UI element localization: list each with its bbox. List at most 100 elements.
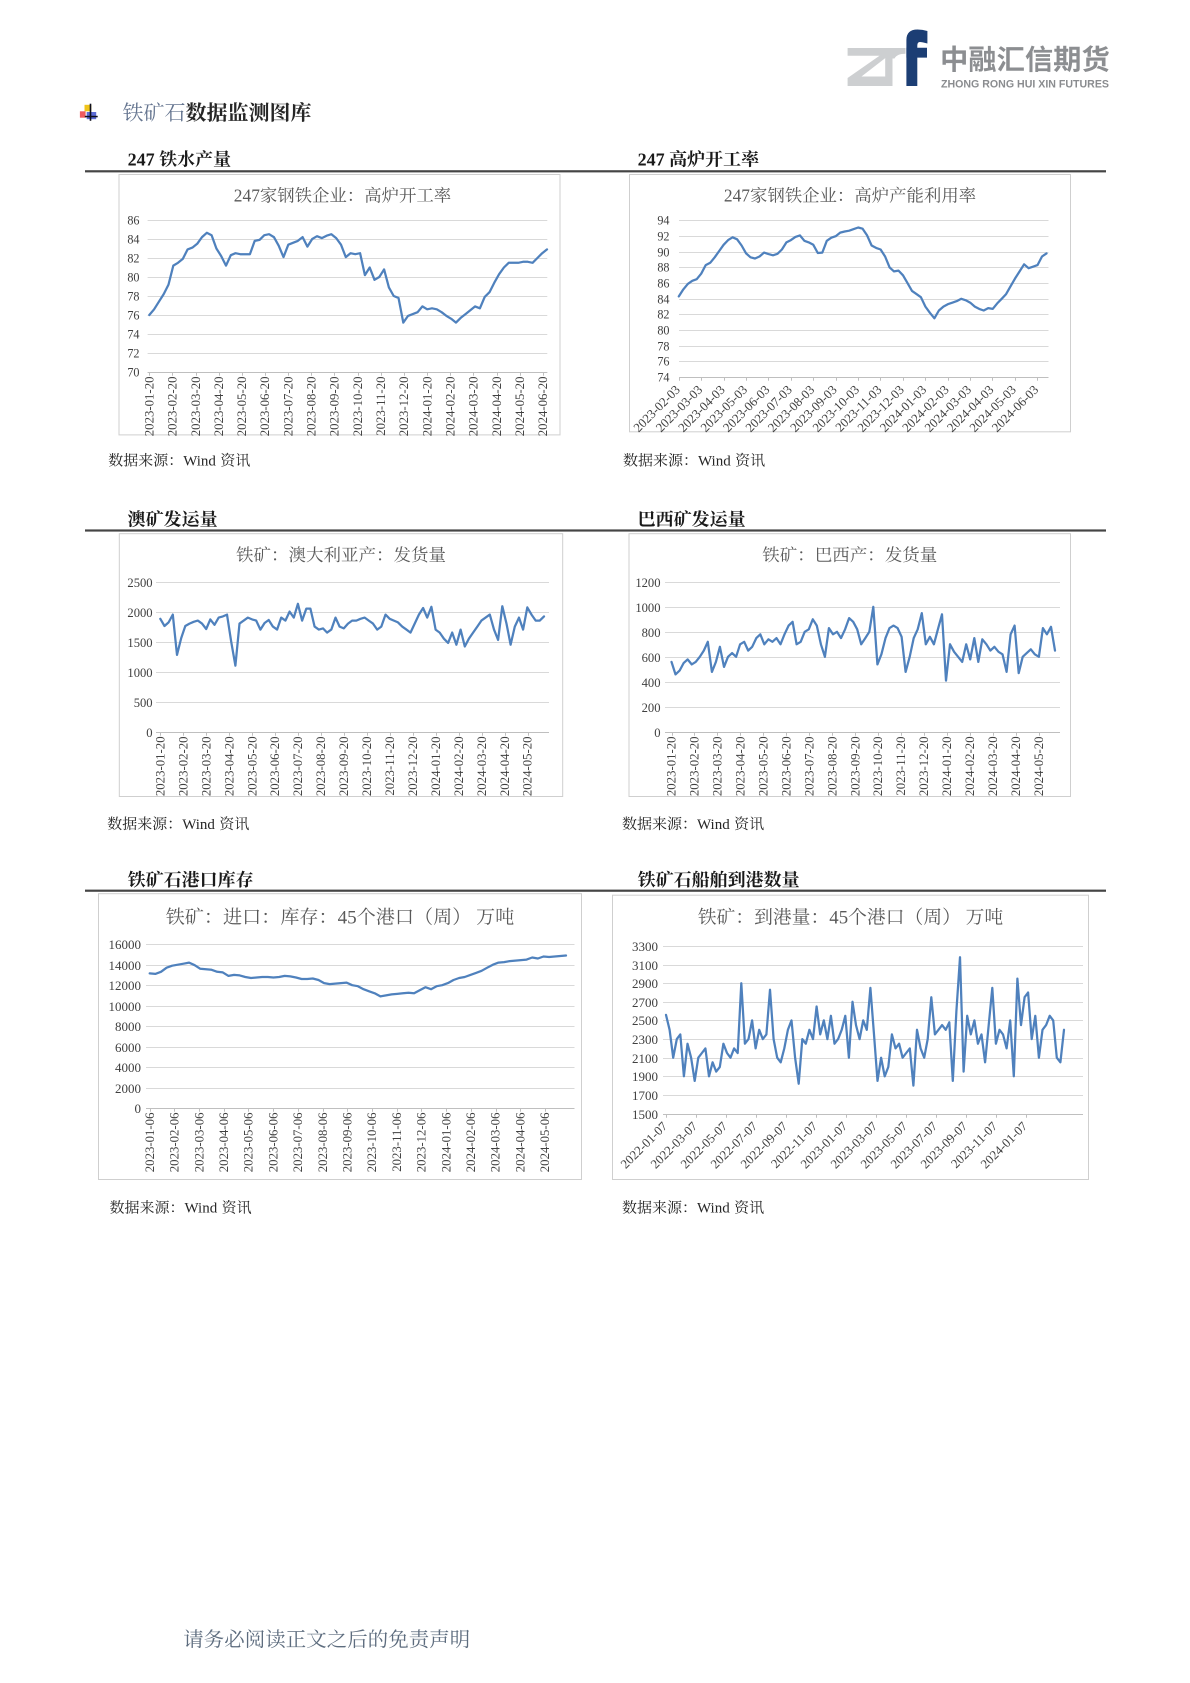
- svg-text:0: 0: [654, 726, 660, 740]
- svg-text:2023-02-20: 2023-02-20: [688, 736, 702, 796]
- svg-text:0: 0: [146, 726, 152, 740]
- svg-text:247: 247: [128, 150, 155, 170]
- svg-text:2024-03-20: 2024-03-20: [986, 736, 1000, 796]
- svg-text:200: 200: [642, 701, 661, 715]
- svg-text:84: 84: [657, 293, 669, 307]
- svg-text:2023-10-06: 2023-10-06: [365, 1112, 379, 1172]
- svg-text:2024-03-20: 2024-03-20: [467, 376, 481, 436]
- svg-text:2023-01-20: 2023-01-20: [143, 377, 157, 437]
- svg-text:2023-04-20: 2023-04-20: [212, 377, 226, 437]
- svg-text:70: 70: [127, 366, 139, 380]
- svg-text:92: 92: [657, 230, 669, 244]
- svg-text:2023-02-20: 2023-02-20: [166, 377, 180, 437]
- svg-text:3300: 3300: [632, 939, 658, 954]
- svg-text:2023-10-20: 2023-10-20: [351, 377, 365, 437]
- svg-text:2023-10-20: 2023-10-20: [360, 736, 374, 796]
- svg-text:2024-05-20: 2024-05-20: [513, 377, 527, 437]
- svg-text:2024-04-20: 2024-04-20: [498, 736, 512, 796]
- svg-text:1700: 1700: [632, 1088, 658, 1103]
- svg-text:2023-01-20: 2023-01-20: [154, 736, 168, 796]
- svg-text:84: 84: [127, 233, 139, 247]
- svg-text:2023-01-06: 2023-01-06: [143, 1112, 157, 1172]
- svg-text:2024-04-20: 2024-04-20: [1009, 736, 1023, 796]
- svg-text:78: 78: [127, 290, 139, 304]
- svg-text:2023-03-20: 2023-03-20: [199, 736, 213, 796]
- svg-text:2023-05-06: 2023-05-06: [242, 1112, 256, 1172]
- svg-text:2023-12-20: 2023-12-20: [917, 736, 931, 796]
- svg-text:74: 74: [657, 371, 669, 385]
- svg-text:2023-02-20: 2023-02-20: [176, 736, 190, 796]
- svg-text:2023-09-20: 2023-09-20: [328, 377, 342, 437]
- svg-text:2023-05-20: 2023-05-20: [245, 736, 259, 796]
- svg-text:2023-07-20: 2023-07-20: [802, 736, 816, 796]
- svg-text:2024-02-06: 2024-02-06: [464, 1112, 478, 1172]
- svg-text:2024-04-20: 2024-04-20: [490, 377, 504, 437]
- svg-text:2500: 2500: [632, 1013, 658, 1028]
- svg-text:247: 247: [638, 150, 665, 170]
- svg-text:2023-07-20: 2023-07-20: [281, 377, 295, 437]
- svg-text:88: 88: [657, 261, 669, 275]
- svg-text:2023-06-06: 2023-06-06: [266, 1112, 280, 1172]
- svg-text:76: 76: [127, 309, 139, 323]
- svg-text:2023-12-20: 2023-12-20: [397, 377, 411, 437]
- svg-text:2023-11-20: 2023-11-20: [374, 377, 388, 436]
- svg-text:2023-11-06: 2023-11-06: [390, 1112, 404, 1172]
- svg-text:Wind: Wind: [185, 1201, 218, 1217]
- svg-text:Wind: Wind: [698, 454, 731, 470]
- svg-text:45: 45: [829, 908, 848, 929]
- svg-text:1000: 1000: [127, 666, 152, 680]
- svg-text:Wind: Wind: [697, 817, 730, 833]
- svg-text:86: 86: [127, 214, 139, 228]
- svg-text:2023-07-06: 2023-07-06: [291, 1112, 305, 1172]
- svg-text:800: 800: [642, 626, 661, 640]
- svg-text:1000: 1000: [635, 601, 660, 615]
- svg-text:2023-12-20: 2023-12-20: [406, 736, 420, 796]
- svg-text:2023-07-20: 2023-07-20: [291, 736, 305, 796]
- svg-text:2024-01-06: 2024-01-06: [439, 1112, 453, 1172]
- svg-text:82: 82: [657, 308, 669, 322]
- svg-text:2024-03-06: 2024-03-06: [489, 1112, 503, 1172]
- svg-text:1500: 1500: [127, 636, 152, 650]
- svg-text:2024-01-20: 2024-01-20: [429, 736, 443, 796]
- svg-text:2023-03-20: 2023-03-20: [711, 736, 725, 796]
- svg-text:3100: 3100: [632, 958, 658, 973]
- svg-text:2024-03-20: 2024-03-20: [475, 736, 489, 796]
- svg-text:2023-10-20: 2023-10-20: [871, 736, 885, 796]
- svg-text:2023-09-20: 2023-09-20: [337, 736, 351, 796]
- svg-text:Wind: Wind: [697, 1201, 730, 1217]
- svg-text:12000: 12000: [109, 978, 142, 993]
- svg-text:2300: 2300: [632, 1032, 658, 1047]
- svg-text:2000: 2000: [127, 606, 152, 620]
- svg-text:1900: 1900: [632, 1069, 658, 1084]
- svg-text:2024-01-20: 2024-01-20: [940, 736, 954, 796]
- svg-text:72: 72: [127, 347, 139, 361]
- svg-text:247: 247: [724, 186, 750, 206]
- svg-text:2024-01-20: 2024-01-20: [420, 377, 434, 437]
- svg-text:2900: 2900: [632, 976, 658, 991]
- svg-text:2023-02-06: 2023-02-06: [168, 1112, 182, 1172]
- svg-text:2023-06-20: 2023-06-20: [258, 377, 272, 437]
- svg-text:2023-12-06: 2023-12-06: [415, 1112, 429, 1172]
- svg-text:2023-05-20: 2023-05-20: [757, 736, 771, 796]
- svg-text:247: 247: [234, 186, 260, 206]
- svg-text:600: 600: [642, 651, 661, 665]
- svg-text:2023-06-20: 2023-06-20: [268, 736, 282, 796]
- svg-text:2023-04-06: 2023-04-06: [217, 1112, 231, 1172]
- svg-text:2000: 2000: [115, 1081, 141, 1096]
- svg-text:2024-05-06: 2024-05-06: [538, 1112, 552, 1172]
- svg-text:1200: 1200: [635, 576, 660, 590]
- svg-text:8000: 8000: [115, 1019, 141, 1034]
- svg-text:74: 74: [127, 328, 139, 342]
- svg-text:2024-02-20: 2024-02-20: [963, 736, 977, 796]
- svg-text:2024-02-20: 2024-02-20: [443, 377, 457, 437]
- svg-text:76: 76: [657, 355, 669, 369]
- svg-text:2023-05-20: 2023-05-20: [235, 377, 249, 437]
- svg-text:2023-03-06: 2023-03-06: [192, 1112, 206, 1172]
- svg-text:2023-04-20: 2023-04-20: [222, 736, 236, 796]
- svg-text:2023-04-20: 2023-04-20: [734, 736, 748, 796]
- svg-text:0: 0: [135, 1101, 142, 1116]
- svg-text:2024-05-20: 2024-05-20: [521, 736, 535, 796]
- svg-text:10000: 10000: [109, 999, 142, 1014]
- svg-text:82: 82: [127, 252, 139, 266]
- svg-text:2023-08-20: 2023-08-20: [825, 736, 839, 796]
